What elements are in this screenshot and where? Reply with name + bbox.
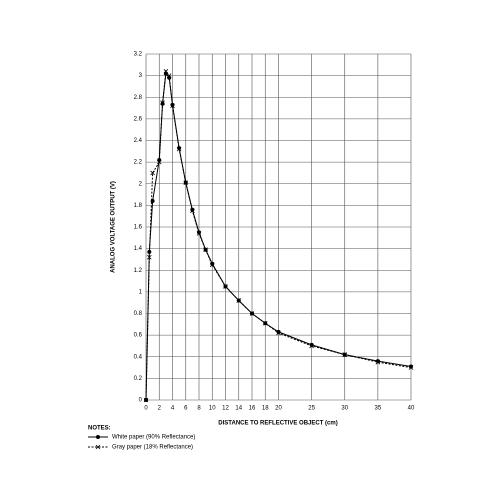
y-tick-label: 1.4 (134, 246, 143, 252)
data-point (375, 359, 381, 365)
y-tick-label: 1 (139, 289, 143, 295)
data-point (176, 146, 182, 152)
x-tick-label: 10 (209, 406, 216, 412)
y-tick-label: 2.4 (134, 138, 143, 144)
y-tick-label: 3 (139, 73, 143, 79)
y-tick-label: 2 (139, 181, 143, 187)
legend-marker (96, 435, 100, 439)
data-point (223, 284, 228, 289)
data-point (163, 69, 169, 74)
x-tick-label: 4 (171, 406, 175, 412)
data-point (170, 103, 175, 109)
data-point (160, 100, 165, 105)
x-tick-label: 30 (341, 406, 348, 412)
data-point (209, 262, 215, 268)
legend-title: NOTES: (88, 426, 111, 432)
data-point (150, 170, 155, 176)
data-point (276, 330, 281, 336)
y-tick-label: 0.4 (134, 354, 143, 360)
data-point (166, 73, 172, 78)
data-point (309, 343, 314, 349)
data-point (156, 159, 162, 165)
x-tick-label: 2 (158, 406, 162, 412)
data-point (249, 311, 255, 316)
legend-label: Gray paper (18% Reflectance) (112, 445, 193, 451)
legend-label: White paper (90% Reflectance) (112, 435, 195, 441)
y-tick-label: 0.8 (134, 311, 143, 317)
y-tick-label: 0 (139, 398, 143, 404)
x-tick-label: 6 (184, 406, 188, 412)
x-tick-label: 8 (197, 406, 201, 412)
data-point (190, 208, 195, 214)
y-tick-label: 3.2 (134, 52, 143, 58)
data-point (236, 298, 242, 303)
y-tick-label: 2.2 (134, 160, 143, 166)
x-tick-label: 18 (262, 406, 269, 412)
x-tick-label: 14 (235, 406, 242, 412)
y-tick-label: 1.8 (134, 203, 143, 209)
x-tick-label: 12 (222, 406, 229, 412)
y-tick-label: 0.2 (134, 376, 143, 382)
x-tick-label: 35 (375, 406, 382, 412)
data-point (183, 180, 189, 185)
x-tick-label: 16 (249, 406, 256, 412)
data-point (262, 320, 268, 326)
data-point (408, 365, 414, 370)
x-tick-label: 25 (308, 406, 315, 412)
data-point (342, 352, 348, 357)
y-tick-label: 0.6 (134, 333, 143, 339)
x-tick-label: 0 (144, 406, 148, 412)
legend-marker (95, 444, 101, 450)
x-tick-label: 20 (275, 406, 282, 412)
data-point (196, 231, 202, 236)
data-point (143, 397, 149, 403)
y-tick-label: 1.2 (134, 268, 143, 274)
y-tick-label: 2.6 (134, 116, 143, 122)
x-tick-label: 40 (408, 406, 415, 412)
y-axis-label: ANALOG VOLTAGE OUTPUT (V) (111, 181, 117, 273)
y-tick-label: 1.6 (134, 225, 143, 231)
y-tick-label: 2.8 (134, 95, 143, 101)
x-axis-label: DISTANCE TO REFLECTIVE OBJECT (cm) (218, 421, 337, 427)
data-point (203, 247, 208, 252)
data-point (147, 254, 152, 260)
